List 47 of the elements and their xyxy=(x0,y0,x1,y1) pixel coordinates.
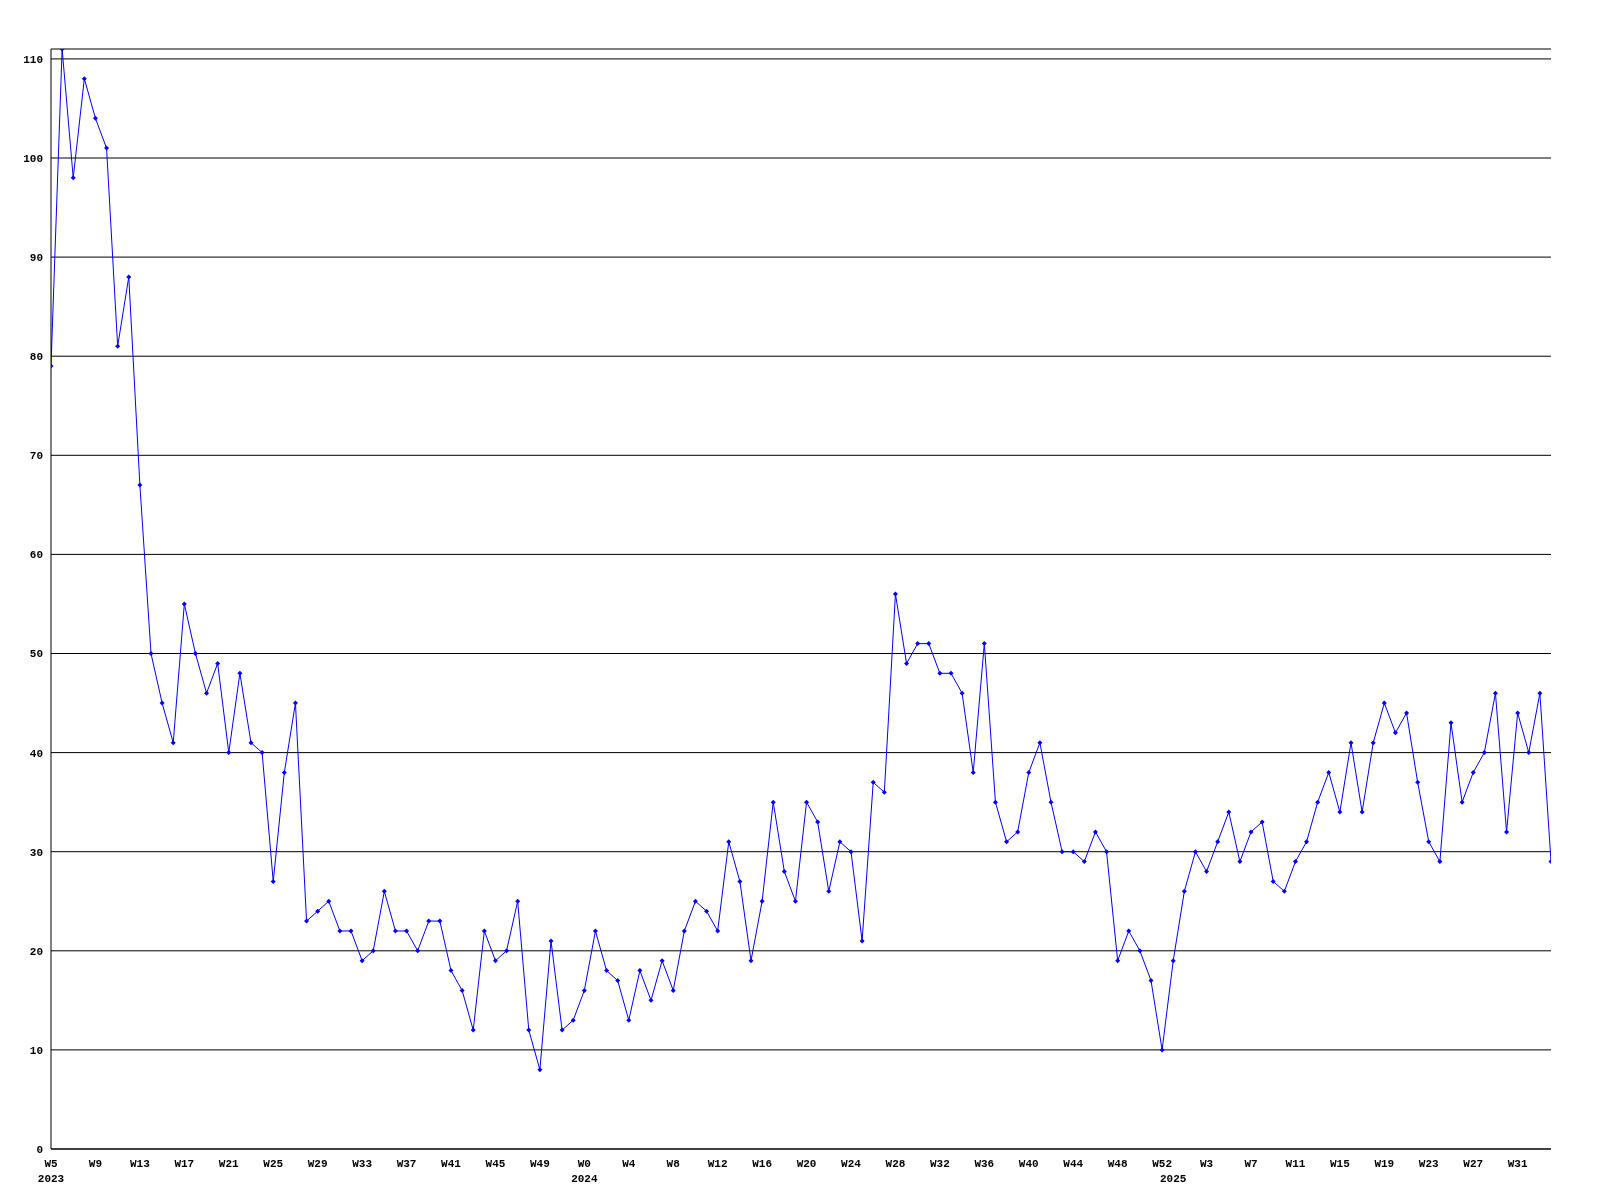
x-tick-label: W31 xyxy=(1507,1158,1528,1170)
x-tick-label: W5 2023 xyxy=(37,1158,65,1185)
x-tick-label: W49 xyxy=(529,1158,550,1170)
x-tick-label: W0 2024 xyxy=(571,1158,598,1185)
x-tick-label: W45 xyxy=(485,1158,506,1170)
x-tick-label: W32 xyxy=(929,1158,950,1170)
x-tick-label: W25 xyxy=(263,1158,284,1170)
x-tick-label: W29 xyxy=(307,1158,328,1170)
x-tick-label: W13 xyxy=(129,1158,151,1170)
x-tick-label: W23 xyxy=(1418,1158,1440,1170)
x-tick-label: W20 xyxy=(796,1158,817,1170)
x-tick-label: W27 xyxy=(1463,1158,1484,1170)
x-tick-label: W8 xyxy=(666,1158,681,1170)
x-tick-label: W7 xyxy=(1244,1158,1258,1170)
y-tick-label: 90 xyxy=(29,252,43,265)
x-tick-label: W17 xyxy=(174,1158,195,1170)
x-tick-label: W19 xyxy=(1374,1158,1395,1170)
x-tick-label: W16 xyxy=(752,1158,773,1170)
y-tick-label: 10 xyxy=(29,1044,43,1057)
x-tick-label: W3 xyxy=(1199,1158,1214,1170)
x-tick-label: W15 xyxy=(1329,1158,1351,1170)
y-tick-label: 110 xyxy=(23,53,43,66)
x-tick-label: W37 xyxy=(396,1158,417,1170)
x-tick-label: W12 xyxy=(707,1158,728,1170)
y-tick-label: 80 xyxy=(29,351,43,364)
y-tick-label: 40 xyxy=(29,747,43,760)
y-tick-label: 70 xyxy=(29,450,43,463)
x-tick-label: W21 xyxy=(218,1158,240,1170)
x-tick-label: W52 xyxy=(1152,1158,1173,1170)
x-tick-label: W44 xyxy=(1063,1158,1084,1170)
x-tick-label: W36 xyxy=(974,1158,995,1170)
y-tick-label: 60 xyxy=(29,549,43,562)
x-tick-label: W28 xyxy=(885,1158,906,1170)
x-tick-label: W41 xyxy=(441,1158,462,1170)
y-tick-label: 50 xyxy=(29,648,43,661)
y-tick-label: 100 xyxy=(23,152,43,165)
x-tick-label: W48 xyxy=(1107,1158,1128,1170)
y-tick-label: 30 xyxy=(29,846,43,859)
x-tick-label: W33 xyxy=(352,1158,373,1170)
x-tick-label: W40 xyxy=(1018,1158,1039,1170)
x-tick-label: W4 xyxy=(622,1158,636,1170)
x-tick-label: W24 xyxy=(841,1158,862,1170)
y-tick-label: 0 xyxy=(36,1143,43,1156)
x-tick-label: W11 xyxy=(1285,1158,1306,1170)
x-tick-label: W9 xyxy=(88,1158,103,1170)
x-tick-label: 2025 xyxy=(1160,1173,1187,1185)
y-tick-label: 20 xyxy=(29,945,43,958)
